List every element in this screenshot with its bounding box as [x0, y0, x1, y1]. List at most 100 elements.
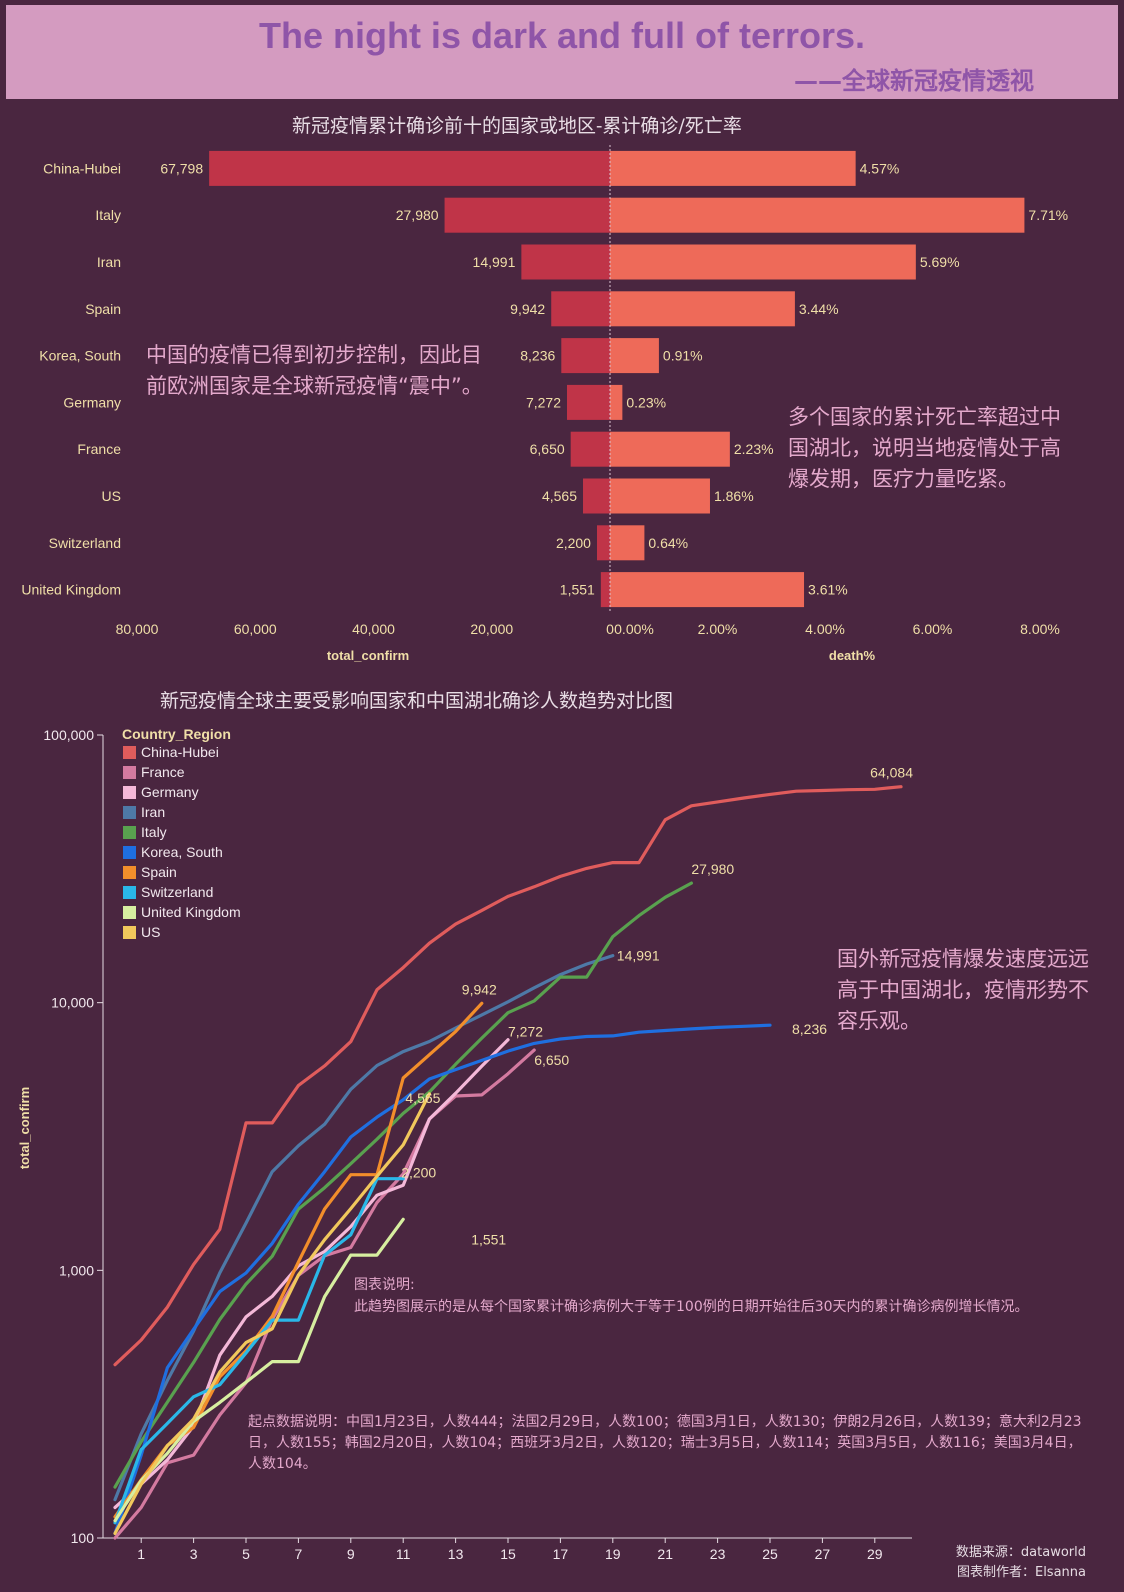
category-label: US: [102, 488, 121, 504]
bar-death-rate: [610, 150, 856, 186]
confirm-data-label: 8,236: [520, 348, 555, 364]
y-tick-label: 100,000: [43, 727, 94, 743]
x-tick-label: 5: [242, 1546, 250, 1562]
bar-death-rate: [610, 572, 805, 608]
line-series: [113, 785, 903, 1367]
x-tick-label-death: 0.00%: [614, 621, 654, 637]
x-tick-label-confirm: 0: [606, 621, 614, 637]
category-label: France: [77, 441, 121, 457]
death-data-label: 0.23%: [626, 394, 666, 410]
series-end-label: 7,272: [508, 1024, 543, 1040]
category-label: United Kingdom: [21, 582, 121, 598]
x-tick-label-confirm: 40,000: [352, 621, 395, 637]
series-end-label: 1,551: [471, 1231, 506, 1247]
category-label: Korea, South: [39, 348, 121, 364]
footer: 数据来源：dataworld 图表制作者：Elsanna: [956, 1543, 1086, 1583]
bar-total-confirm: [596, 525, 610, 561]
legend-label: Iran: [141, 804, 165, 820]
x-tick-label-death: 6.00%: [913, 621, 953, 637]
series-end-label: 6,650: [534, 1052, 569, 1068]
x-tick-label: 7: [295, 1546, 303, 1562]
series-end-label: 64,084: [870, 765, 913, 781]
bar-death-rate: [610, 197, 1025, 233]
x-tick-label: 15: [500, 1546, 516, 1562]
page-title: The night is dark and full of terrors.: [258, 15, 866, 56]
series-end-label: 4,565: [405, 1090, 440, 1106]
x-tick-label-death: 4.00%: [805, 621, 845, 637]
chart1-title: 新冠疫情累计确诊前十的国家或地区-累计确诊/死亡率: [292, 115, 742, 137]
x-tick-label-confirm: 20,000: [470, 621, 513, 637]
legend-swatch: [123, 786, 136, 799]
x-axis-label-confirm: total_confirm: [327, 648, 409, 663]
death-data-label: 3.61%: [808, 582, 848, 598]
bar-chart: China-Hubei 67,798 4.57% Italy 27,980 7.71% Ir…: [21, 145, 1068, 663]
y-tick-label: 10,000: [51, 995, 94, 1011]
x-tick-label: 19: [605, 1546, 621, 1562]
x-tick-label: 27: [815, 1546, 831, 1562]
death-data-label: 5.69%: [920, 254, 960, 270]
confirm-data-label: 6,650: [530, 441, 565, 457]
data-source: 数据来源：dataworld: [955, 1545, 1086, 1560]
death-data-label: 7.71%: [1028, 207, 1068, 223]
bar-total-confirm: [570, 431, 610, 467]
line-series: [113, 881, 694, 1489]
page-subtitle: ——全球新冠疫情透视: [794, 67, 1034, 95]
annotation-china-control: 中国的疫情已得到初步控制，因此目前欧洲国家是全球新冠疫情“震中”。: [146, 343, 483, 398]
y-tick-label: 1,000: [59, 1262, 94, 1278]
bar-death-rate: [610, 525, 645, 561]
legend-label: Korea, South: [141, 844, 223, 860]
legend-label: Italy: [141, 824, 167, 840]
annotation-start-data: 起点数据说明：中国1月23日，人数444；法国2月29日，人数100；德国3月1…: [248, 1414, 1082, 1472]
bar-total-confirm: [551, 291, 610, 327]
line-series: [113, 1023, 772, 1536]
bar-total-confirm: [583, 478, 610, 514]
x-tick-label: 25: [762, 1546, 778, 1562]
annotation-outbreak-speed: 国外新冠疫情爆发速度远远高于中国湖北，疫情形势不容乐观。: [837, 947, 1089, 1033]
bar-total-confirm: [600, 572, 610, 608]
bar-total-confirm: [561, 338, 610, 374]
legend-swatch: [123, 766, 136, 779]
bar-death-rate: [610, 291, 795, 327]
legend-label: France: [141, 764, 185, 780]
y-axis-label: total_confirm: [17, 1087, 32, 1169]
confirm-data-label: 2,200: [556, 535, 591, 551]
legend-swatch: [123, 746, 136, 759]
category-label: Germany: [63, 394, 121, 410]
x-tick-label-confirm: 80,000: [116, 621, 159, 637]
bar-total-confirm: [209, 150, 610, 186]
legend-swatch: [123, 886, 136, 899]
x-tick-label: 17: [553, 1546, 569, 1562]
y-tick-label: 100: [71, 1530, 95, 1546]
legend-title: Country_Region: [122, 726, 231, 742]
category-label: China-Hubei: [43, 160, 121, 176]
confirm-data-label: 1,551: [560, 582, 595, 598]
death-data-label: 0.64%: [648, 535, 688, 551]
x-tick-label-confirm: 60,000: [234, 621, 277, 637]
death-data-label: 0.91%: [663, 348, 703, 364]
chart2-title: 新冠疫情全球主要受影响国家和中国湖北确诊人数趋势对比图: [160, 690, 674, 712]
death-data-label: 4.57%: [860, 160, 900, 176]
legend-label: US: [141, 924, 160, 940]
death-data-label: 1.86%: [714, 488, 754, 504]
x-axis-label-death: death%: [829, 648, 876, 663]
x-tick-label: 29: [867, 1546, 883, 1562]
legend-swatch: [123, 926, 136, 939]
line-series: [113, 1217, 405, 1523]
bar-death-rate: [610, 478, 710, 514]
category-label: Spain: [85, 301, 121, 317]
death-data-label: 2.23%: [734, 441, 774, 457]
bar-total-confirm: [567, 384, 610, 420]
x-tick-label: 3: [190, 1546, 198, 1562]
confirm-data-label: 14,991: [473, 254, 516, 270]
series-end-label: 2,200: [401, 1165, 436, 1181]
bar-death-rate: [610, 431, 730, 467]
bar-death-rate: [610, 338, 659, 374]
explanation-title: 图表说明:: [354, 1277, 415, 1293]
annotation-chart-explanation: 图表说明: 此趋势图展示的是从每个国家累计确诊病例大于等于100例的日期开始往后…: [354, 1274, 1094, 1318]
confirm-data-label: 67,798: [160, 160, 203, 176]
category-label: Iran: [97, 254, 121, 270]
death-data-label: 3.44%: [799, 301, 839, 317]
legend-swatch: [123, 846, 136, 859]
x-tick-label: 13: [448, 1546, 464, 1562]
